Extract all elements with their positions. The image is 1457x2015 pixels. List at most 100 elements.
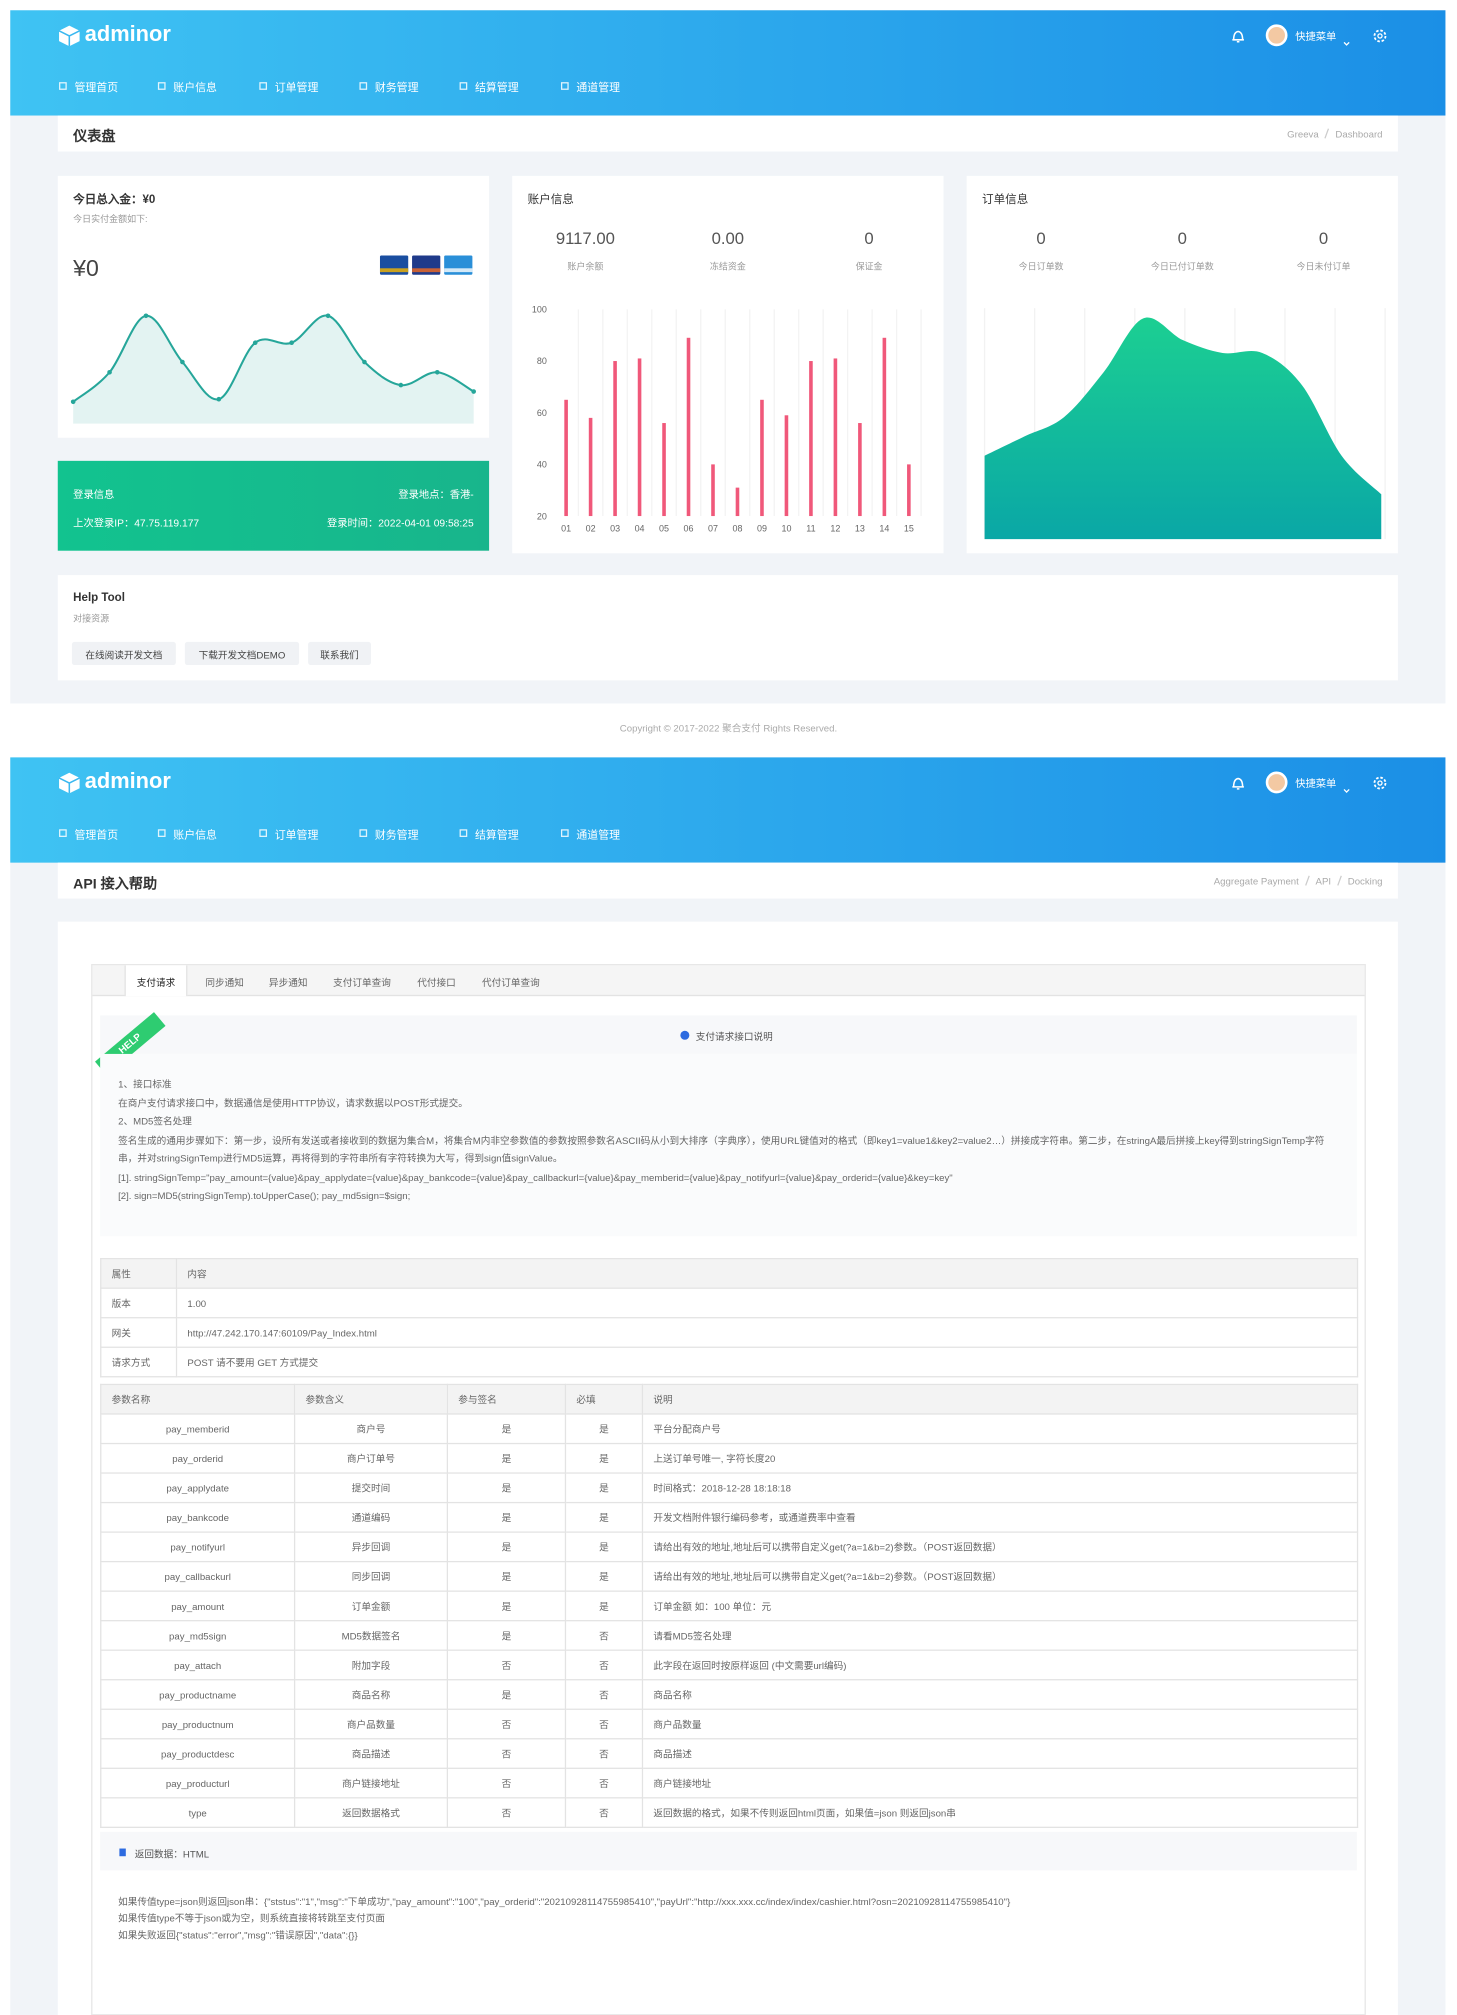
table-cell: 异步回调 xyxy=(293,1531,449,1563)
table-cell: pay_memberid xyxy=(100,1413,296,1445)
tab[interactable]: 同步通知 xyxy=(196,965,252,996)
table-cell: 是 xyxy=(446,1413,567,1445)
help-button[interactable]: 在线阅读开发文档 xyxy=(71,641,176,665)
table-cell: 商户订单号 xyxy=(293,1442,449,1474)
nav-item[interactable]: 结算管理 xyxy=(474,827,519,841)
stat-label: 今日未付订单 xyxy=(1296,263,1351,273)
caret xyxy=(1343,778,1351,793)
section-header xyxy=(100,1015,1357,1054)
table-cell: 是 xyxy=(564,1472,644,1504)
nav-item[interactable]: 财务管理 xyxy=(374,80,419,94)
tab-active[interactable]: 支付请求 xyxy=(124,965,188,997)
table-cell: 同步回调 xyxy=(293,1560,449,1592)
bell-icon[interactable] xyxy=(1231,774,1245,790)
nav-item[interactable]: 订单管理 xyxy=(274,80,319,94)
table-cell: pay_attach xyxy=(100,1649,296,1681)
caret-icon xyxy=(1343,41,1350,46)
nav-item[interactable]: 通道管理 xyxy=(576,827,621,841)
table-row: pay_amount 订单金额是是订单金额 如：100 单位：元 xyxy=(100,1590,1359,1622)
breadcrumb-item[interactable]: Dashboard xyxy=(1335,127,1383,140)
table-row: pay_productname 商品名称是否商品名称 xyxy=(100,1679,1359,1710)
tab-label: 代付订单查询 xyxy=(482,976,540,989)
table-row: pay_bankcode 通道编码是是开发文档附件银行编码参考，或通道费率中查看 xyxy=(100,1501,1359,1533)
table-cell: 请求方式 xyxy=(100,1346,178,1378)
nav-icon xyxy=(59,82,67,90)
breadcrumb-item[interactable]: Aggregate Payment xyxy=(1213,874,1299,887)
breadcrumb-item[interactable]: API xyxy=(1315,874,1332,887)
stat-value: 0 xyxy=(1036,228,1046,248)
tab[interactable]: 代付接口 xyxy=(408,965,464,996)
nav-item[interactable]: 通道管理 xyxy=(576,80,621,94)
table-cell: 请看MD5签名处理 xyxy=(641,1620,1359,1651)
stat-card: 订单信息 0 今日订单数 0 今日已付订单数 0 今日未付订单 xyxy=(966,175,1398,554)
stat-value: 0.00 xyxy=(711,228,745,248)
title-bar: API 接入帮助 Aggregate Payment API Docking xyxy=(57,862,1398,899)
table-cell: pay_bankcode xyxy=(100,1501,296,1533)
table-cell: 请给出有效的地址,地址后可以携带自定义get(?a=1&b=2)参数。（POST… xyxy=(641,1560,1359,1592)
help-button[interactable]: 下载开发文档DEMO xyxy=(184,641,300,665)
content-bg xyxy=(100,1053,1357,1237)
tab[interactable]: 异步通知 xyxy=(261,965,316,996)
table-row: 版本 1.00 xyxy=(100,1287,1359,1319)
settings-icon[interactable] xyxy=(1372,27,1387,43)
nav-item[interactable]: 管理首页 xyxy=(74,80,119,94)
nav-icon xyxy=(359,82,368,90)
table-cell: 通道编码 xyxy=(293,1501,449,1533)
nav-item[interactable]: 结算管理 xyxy=(474,80,519,94)
table-cell: pay_productnum xyxy=(100,1708,296,1740)
login-title: 登录信息 xyxy=(73,489,115,501)
nav-item[interactable]: 订单管理 xyxy=(274,827,319,841)
nav-item[interactable]: 管理首页 xyxy=(74,827,119,841)
table-cell: pay_producturl xyxy=(100,1767,296,1799)
card-title: 今日总入金：¥0 xyxy=(73,192,156,206)
help-button-label: 下载开发文档DEMO xyxy=(198,649,286,662)
nav-icon xyxy=(259,82,268,90)
separator xyxy=(1324,128,1330,139)
help-subtitle: 对接资源 xyxy=(73,614,110,624)
tab[interactable]: 支付订单查询 xyxy=(323,965,400,996)
table-cell: pay_applydate xyxy=(100,1472,296,1504)
title-bar: 仪表盘 Greeva Dashboard xyxy=(57,115,1398,152)
avatar[interactable] xyxy=(1265,771,1288,794)
tab-label: 同步通知 xyxy=(205,976,244,989)
brand: adminor xyxy=(84,768,171,794)
help-tool: Help Tool 对接资源 在线阅读开发文档 下载开发文档DEMO 联系我们 xyxy=(57,575,1398,681)
nav-item[interactable]: 财务管理 xyxy=(374,827,419,841)
table-cell: 是 xyxy=(564,1560,644,1592)
stat-label: 今日订单数 xyxy=(1018,263,1064,273)
stat-label: 账户余额 xyxy=(567,263,604,273)
user-menu[interactable]: 快捷菜单 xyxy=(1295,30,1337,43)
avatar[interactable] xyxy=(1265,24,1288,47)
table-cell: 说明 xyxy=(641,1383,1359,1415)
table-cell: pay_notifyurl xyxy=(100,1531,296,1563)
table-cell: 商品描述 xyxy=(641,1738,1359,1769)
tab[interactable]: 代付订单查询 xyxy=(472,965,549,996)
table-cell: pay_callbackurl xyxy=(100,1560,296,1592)
table-cell: 是 xyxy=(446,1679,567,1710)
help-button[interactable]: 联系我们 xyxy=(308,641,371,665)
table-cell: 否 xyxy=(446,1738,567,1769)
income-card: 今日总入金：¥0 今日实付金额如下: ¥0 xyxy=(57,175,490,438)
separator xyxy=(1304,875,1310,886)
payment-card-icon xyxy=(412,255,441,275)
user-menu[interactable]: 快捷菜单 xyxy=(1295,777,1337,790)
table-cell: 是 xyxy=(446,1560,567,1592)
table-row: pay_notifyurl 异步回调是是请给出有效的地址,地址后可以携带自定义ge… xyxy=(100,1531,1359,1563)
table-cell: pay_productname xyxy=(100,1679,296,1710)
table-cell: 1.00 xyxy=(175,1287,1359,1319)
paragraph: 签名生成的通用步骤如下：第一步，设所有发送或者接收到的数据为集合M，将集合M内非… xyxy=(118,1134,1325,1165)
settings-icon[interactable] xyxy=(1372,774,1387,790)
bell-icon[interactable] xyxy=(1231,27,1245,43)
nav-item[interactable]: 账户信息 xyxy=(173,827,217,841)
table-cell: pay_amount xyxy=(100,1590,296,1622)
nav-item[interactable]: 账户信息 xyxy=(173,80,217,94)
breadcrumb-item[interactable]: Docking xyxy=(1347,874,1383,887)
breadcrumb: Aggregate Payment API Docking xyxy=(1214,874,1383,887)
card-title: 订单信息 xyxy=(982,192,1029,206)
table-cell: MD5数据签名 xyxy=(293,1620,449,1651)
table-cell: 否 xyxy=(564,1767,644,1799)
card-stripe xyxy=(412,268,441,273)
nav-icon xyxy=(59,829,67,837)
breadcrumb-item[interactable]: Greeva xyxy=(1287,127,1319,140)
card-title: 账户信息 xyxy=(527,192,574,206)
